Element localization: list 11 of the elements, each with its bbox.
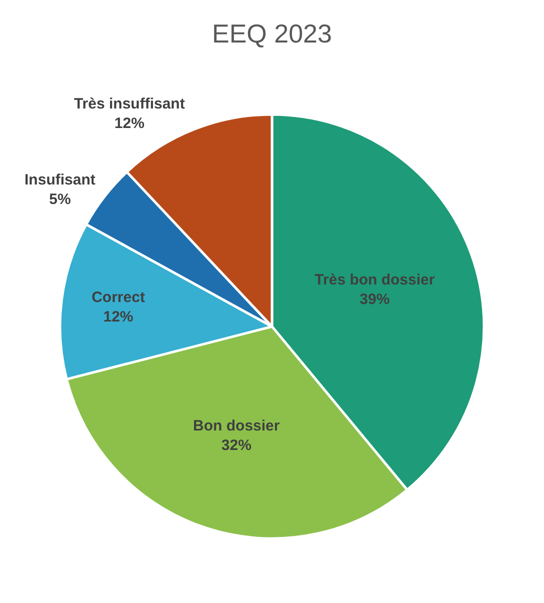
- slice-label: Correct: [92, 288, 145, 306]
- data-label: 12%: [114, 114, 144, 132]
- slice-label: Insufisant: [24, 171, 96, 188]
- data-label: 32%: [221, 437, 252, 454]
- data-label: 12%: [103, 308, 134, 326]
- slice-label: Très bon dossier: [314, 271, 435, 288]
- chart-title: EEQ 2023: [212, 18, 332, 48]
- data-label: 39%: [360, 290, 390, 308]
- slice-label: Très insuffisant: [74, 95, 185, 112]
- data-label: 5%: [49, 190, 71, 208]
- slice-label: Bon dossier: [193, 418, 280, 435]
